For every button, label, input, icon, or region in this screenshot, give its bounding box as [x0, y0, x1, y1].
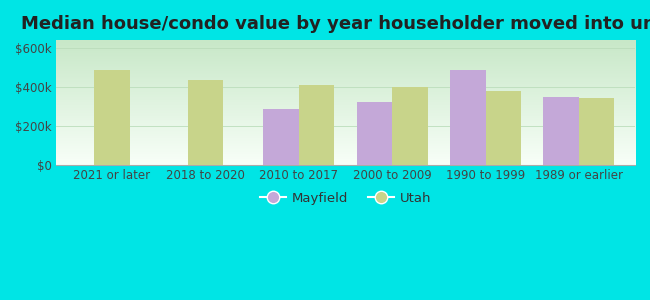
Bar — [187, 80, 223, 165]
Bar — [263, 109, 299, 165]
Bar — [94, 70, 129, 165]
Title: Median house/condo value by year householder moved into unit: Median house/condo value by year househo… — [21, 15, 650, 33]
Bar — [450, 70, 486, 165]
Bar — [579, 98, 614, 165]
Bar — [357, 102, 392, 165]
Bar — [486, 91, 521, 165]
Bar — [543, 97, 579, 165]
Bar — [299, 85, 334, 165]
Legend: Mayfield, Utah: Mayfield, Utah — [255, 187, 436, 210]
Bar — [392, 87, 428, 165]
